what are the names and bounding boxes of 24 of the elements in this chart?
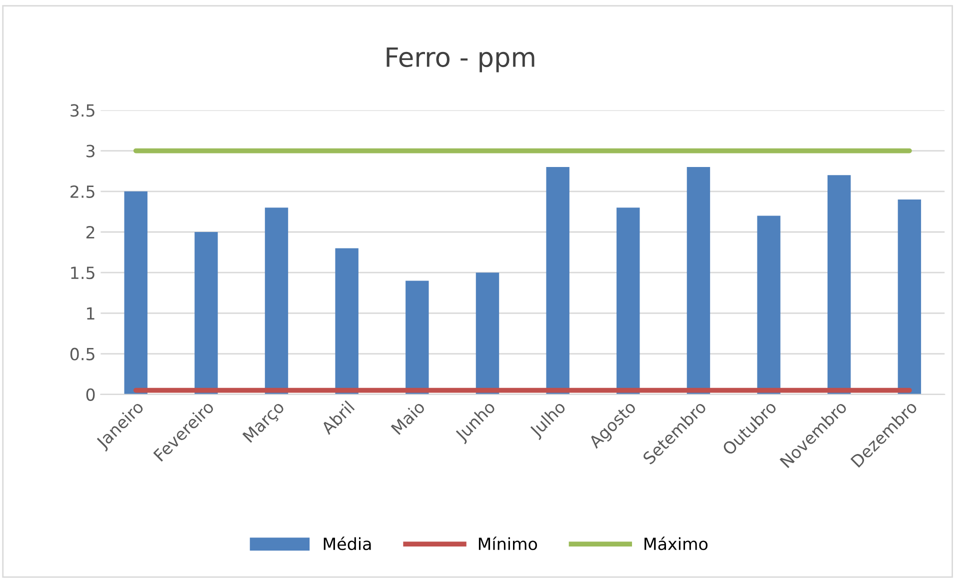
y-tick-label: 2.5 (70, 185, 94, 198)
y-tick-label: 3.5 (70, 104, 94, 117)
y-tick-label: 1 (87, 307, 94, 320)
bar (476, 272, 500, 394)
legend-label: Máximo (644, 536, 708, 550)
bar (124, 191, 148, 394)
bar (335, 248, 358, 394)
bar (898, 200, 922, 394)
bar (546, 167, 570, 394)
y-tick-label: 3 (86, 144, 94, 158)
chart-title: Ferro - ppm (386, 47, 534, 72)
bar (757, 216, 780, 394)
y-tick-label: 2 (86, 226, 94, 238)
bar (194, 232, 218, 394)
bar (686, 167, 710, 394)
y-tick-label: 1.5 (71, 266, 94, 280)
bar (264, 208, 288, 394)
legend-label: Mínimo (478, 536, 538, 550)
bar (406, 280, 429, 394)
bar (616, 208, 640, 394)
bar (828, 175, 851, 394)
y-tick-label: 0.5 (70, 348, 94, 360)
y-tick-label: 0 (86, 388, 95, 401)
legend-label: Média (324, 536, 371, 550)
